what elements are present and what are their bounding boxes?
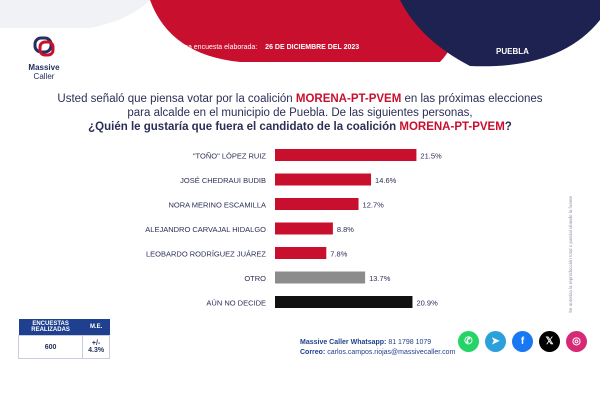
question-text: Usted señaló que piensa votar por la coa…: [20, 92, 580, 134]
category-label: "TOÑO" LÓPEZ RUIZ: [193, 152, 267, 161]
category-label: JOSÉ CHEDRAUI BUDIB: [180, 176, 266, 185]
value-label: 14.6%: [375, 176, 397, 185]
coalition-highlight-1: MORENA-PT-PVEM: [295, 93, 402, 105]
contact-info: Massive Caller Whatsapp: 81 1798 1079 Co…: [300, 338, 455, 358]
place-label: PUEBLA: [496, 47, 529, 56]
survey-date-value: 26 DE DICIEMBRE DEL 2023: [265, 44, 360, 51]
credit-text: Se autoriza la reproducción total o parc…: [568, 195, 573, 313]
whatsapp-number[interactable]: 81 1798 1079: [388, 339, 432, 346]
whatsapp-icon[interactable]: ✆: [458, 331, 479, 352]
logo-line1: Massive: [28, 63, 60, 72]
category-label: ALEJANDRO CARVAJAL HIDALGO: [145, 225, 266, 234]
bar-chart: "TOÑO" LÓPEZ RUIZ 21.5% JOSÉ CHEDRAUI BUDI…: [145, 149, 442, 308]
bar: [275, 149, 417, 161]
credit-vertical: Se autoriza la reproducción total o parc…: [568, 195, 573, 313]
value-label: 20.9%: [416, 299, 438, 308]
brand-logo: Massive Caller: [14, 36, 74, 81]
facebook-icon[interactable]: f: [512, 331, 533, 352]
x-icon[interactable]: 𝕏: [539, 331, 560, 352]
telegram-icon[interactable]: ➤: [485, 331, 506, 352]
category-label: AÚN NO DECIDE: [206, 299, 266, 308]
value-label: 8.8%: [337, 225, 354, 234]
bar: [275, 271, 366, 284]
summary-col-me: M.E.: [82, 319, 110, 336]
bar: [275, 173, 372, 186]
summary-surveys-value: 600: [17, 335, 84, 359]
question-line2: para alcalde en el municipio de Puebla. …: [127, 107, 473, 119]
bar: [275, 247, 327, 259]
survey-date-label: Última encuesta elaborada:: [172, 44, 258, 51]
value-label: 21.5%: [420, 152, 442, 161]
value-label: 13.7%: [369, 274, 391, 283]
value-label: 7.8%: [330, 250, 347, 259]
value-label: 12.7%: [363, 201, 385, 210]
social-links: ✆ ➤ f 𝕏 ◎: [458, 331, 587, 352]
summary-me-value: +/- 4.3%: [82, 335, 110, 359]
category-label: LEOBARDO RODRÍGUEZ JUÁREZ: [146, 250, 266, 259]
category-label: NORA MERINO ESCAMILLA: [168, 201, 266, 210]
logo-mark-icon: [33, 36, 55, 57]
bar: [275, 296, 413, 308]
header-band: [0, 0, 600, 70]
category-label: OTRO: [244, 274, 266, 283]
contact-email: Correo: carlos.campos.riojas@massivecall…: [300, 349, 456, 356]
bar: [275, 198, 359, 210]
email-address[interactable]: carlos.campos.riojas@massivecaller.com: [327, 349, 456, 356]
instagram-icon[interactable]: ◎: [566, 331, 587, 352]
logo-line2: Caller: [33, 72, 55, 81]
contact-whatsapp: Massive Caller Whatsapp: 81 1798 1079: [300, 339, 432, 346]
summary-table: ENCUESTAS REALIZADAS M.E. 600 +/- 4.3%: [17, 319, 110, 359]
coalition-highlight-2: MORENA-PT-PVEM: [399, 121, 505, 133]
survey-date: Última encuesta elaborada: 26 DE DICIEMB…: [172, 44, 359, 51]
question-line3: ¿Quién le gustaría que fuera el candidat…: [88, 121, 512, 133]
question-line1: Usted señaló que piensa votar por la coa…: [57, 93, 543, 105]
bar: [275, 222, 333, 235]
summary-col-surveys: ENCUESTAS REALIZADAS: [18, 319, 83, 336]
